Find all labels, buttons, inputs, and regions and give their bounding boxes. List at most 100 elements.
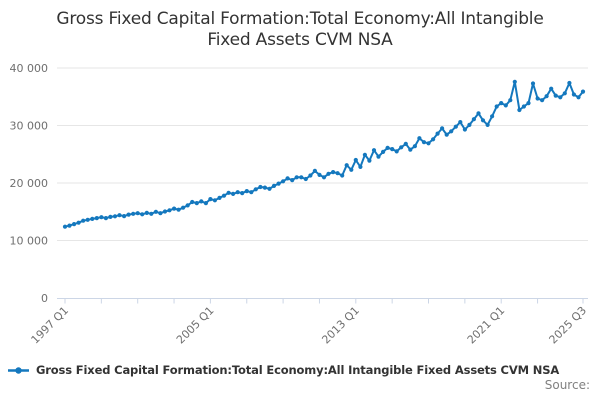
data-point-marker [467,122,472,127]
data-point-marker [326,171,331,176]
data-point-marker [385,145,390,150]
data-point-marker [576,95,581,100]
data-point-marker [126,212,131,217]
data-point-marker [285,176,290,181]
data-point-marker [153,209,158,214]
source-label: Source: [544,378,590,392]
y-axis-tick-label: 40 000 [10,62,49,75]
chart-title-line2: Fixed Assets CVM NSA [207,30,393,50]
data-point-marker [221,193,227,198]
data-point-marker [562,91,567,96]
data-point-marker [72,222,77,227]
data-point-marker [158,211,163,216]
data-point-marker [371,148,377,153]
data-point-marker [444,132,449,137]
data-point-marker [317,172,322,177]
data-point-marker [62,224,68,229]
data-point-marker [449,129,454,134]
data-point-marker [331,170,336,175]
data-point-marker [76,220,81,225]
data-point-marker [376,154,381,159]
data-point-marker [476,111,481,116]
data-point-marker [362,152,367,157]
data-point-marker [122,214,127,219]
data-point-marker [181,205,186,210]
data-point-marker [490,114,495,119]
data-point-marker [240,191,245,196]
x-axis-tick-label: 2005 Q1 [174,304,217,347]
data-point-marker [480,118,486,123]
data-point-marker [526,101,531,106]
data-point-marker [135,211,140,216]
y-axis-tick-label: 20 000 [10,177,49,190]
chart-title: Gross Fixed Capital Formation:Total Econ… [0,9,600,51]
data-point-marker [99,215,104,220]
data-point-marker [553,93,558,98]
data-point-marker [535,96,540,101]
legend[interactable]: Gross Fixed Capital Formation:Total Econ… [7,363,559,377]
chart-title-line1: Gross Fixed Capital Formation:Total Econ… [56,9,544,29]
data-point-marker [549,86,554,91]
data-point-marker [149,211,154,216]
data-point-marker [521,104,527,109]
gridlines [57,67,588,241]
data-point-marker [299,175,304,180]
data-point-marker [544,94,549,99]
data-point-marker [185,203,190,208]
data-point-marker [558,95,563,100]
data-point-marker [108,214,113,219]
data-point-marker [176,207,181,212]
data-point-marker [249,190,254,195]
x-axis-tick-label: 2025 Q3 [547,304,590,347]
data-point-marker [308,173,313,178]
data-point-marker [340,173,345,178]
data-point-marker [172,206,177,211]
data-point-marker [217,195,222,200]
data-point-marker [199,199,204,204]
x-axis [57,298,588,304]
data-point-marker [212,198,217,203]
x-axis-tick-label: 2021 Q1 [465,304,508,347]
legend-line-marker-icon [8,366,29,374]
data-point-marker [353,157,358,163]
data-point-marker [494,104,499,109]
data-point-marker [131,211,136,216]
data-point-marker [267,186,272,191]
data-point-marker [381,149,386,154]
data-point-marker [203,201,208,206]
data-point-marker [103,216,108,221]
data-point-marker [571,92,577,97]
data-point-marker [567,80,572,86]
data-point-marker [462,127,467,132]
data-point-marker [117,213,122,218]
data-point-marker [458,120,463,125]
data-point-marker [162,209,168,214]
data-point-marker [440,126,445,131]
y-axis-tick-label: 0 [41,292,48,305]
data-point-marker [208,197,213,202]
data-point-marker [530,81,536,86]
data-point-marker [271,183,277,188]
data-point-marker [499,101,504,106]
data-point-marker [235,190,240,195]
data-point-marker [508,98,513,103]
legend-series-label: Gross Fixed Capital Formation:Total Econ… [36,363,560,377]
data-point-marker [367,158,372,163]
data-point-marker [399,145,404,150]
x-axis-tick-label: 1997 Q1 [29,304,72,347]
data-point-marker [85,217,90,222]
x-axis-tick-label: 2013 Q1 [319,304,362,347]
data-point-marker [485,122,490,127]
data-point-marker [390,147,395,152]
data-point-marker [262,185,267,190]
data-point-marker [90,216,95,221]
data-point-marker [244,189,249,194]
y-axis-tick-label: 10 000 [10,235,49,248]
data-point-marker [335,171,340,176]
series-markers [62,79,586,229]
data-point-marker [81,218,86,223]
data-point-marker [431,137,436,142]
data-point-marker [281,179,286,184]
data-point-marker [453,124,458,129]
